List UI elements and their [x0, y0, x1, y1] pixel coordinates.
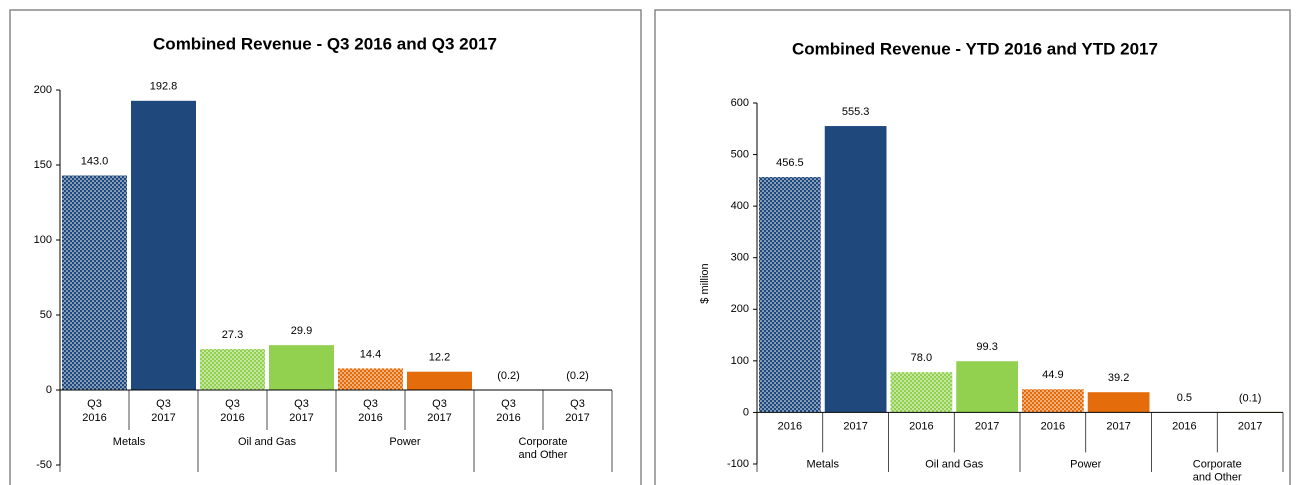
y-tick-label: 400 [731, 200, 749, 212]
x-tick-label: Q3 [156, 398, 171, 410]
bar [956, 361, 1018, 413]
x-tick-label: 2016 [496, 412, 520, 424]
x-tick-label: 2016 [1172, 420, 1196, 432]
y-tick-label: 200 [34, 84, 52, 96]
bar [200, 349, 265, 390]
value-label: 12.2 [429, 352, 450, 364]
panel [9, 9, 642, 485]
x-tick-label: 2016 [220, 412, 244, 424]
x-tick-label: Q3 [363, 398, 378, 410]
bar [131, 100, 196, 391]
y-tick-label: 500 [731, 148, 749, 160]
x-tick-label: 2017 [151, 412, 175, 424]
x-tick-label: 2016 [1041, 420, 1065, 432]
x-tick-label: 2017 [565, 412, 589, 424]
x-tick-label: Q3 [432, 398, 447, 410]
y-tick-label: 100 [34, 234, 52, 246]
y-tick-label: 600 [731, 97, 749, 109]
y-tick-label: 50 [40, 309, 52, 321]
bar [890, 372, 953, 413]
panel [654, 9, 1291, 485]
group-label: and Other [1193, 471, 1242, 483]
value-label: 39.2 [1108, 372, 1129, 384]
y-tick-label: 0 [46, 384, 52, 396]
group-label: Power [1070, 458, 1102, 470]
y-tick-label: -50 [36, 459, 52, 471]
chart-title: Combined Revenue - Q3 2016 and Q3 2017 [153, 34, 497, 53]
value-label: 0.5 [1177, 392, 1192, 404]
bar [407, 371, 472, 390]
y-tick-label: 150 [34, 159, 52, 171]
bar [269, 345, 334, 390]
y-axis-label: $ million [699, 263, 711, 303]
x-tick-label: Q3 [87, 398, 102, 410]
value-label: 143.0 [81, 155, 109, 167]
x-tick-label: 2017 [427, 412, 451, 424]
value-label: 192.8 [150, 81, 178, 93]
value-label: 44.9 [1042, 369, 1063, 381]
bar [62, 175, 127, 390]
x-tick-label: 2016 [358, 412, 382, 424]
value-label: (0.2) [566, 370, 589, 382]
value-label: 78.0 [911, 352, 932, 364]
value-label: (0.1) [1239, 392, 1262, 404]
x-tick-label: 2017 [289, 412, 313, 424]
x-tick-label: 2017 [1106, 420, 1130, 432]
bar [1022, 389, 1084, 413]
x-tick-label: 2017 [843, 420, 867, 432]
y-tick-label: -100 [727, 458, 749, 470]
y-tick-label: 200 [731, 303, 749, 315]
x-tick-label: 2016 [82, 412, 106, 424]
value-label: (0.2) [497, 370, 520, 382]
group-label: Metals [807, 458, 840, 470]
group-label: Power [389, 436, 421, 448]
group-label: Corporate [1193, 458, 1242, 470]
x-tick-label: 2017 [1238, 420, 1262, 432]
value-label: 555.3 [842, 106, 870, 118]
bar [824, 126, 887, 413]
value-label: 99.3 [976, 341, 997, 353]
y-tick-label: 300 [731, 252, 749, 264]
x-tick-label: 2016 [909, 420, 933, 432]
bar [338, 368, 403, 390]
value-label: 14.4 [360, 348, 381, 360]
group-label: Corporate [519, 436, 568, 448]
group-label: Oil and Gas [925, 458, 984, 470]
bar [1087, 392, 1150, 413]
x-tick-label: 2016 [778, 420, 802, 432]
group-label: Metals [113, 436, 146, 448]
x-tick-label: Q3 [225, 398, 240, 410]
value-label: 29.9 [291, 325, 312, 337]
x-tick-label: Q3 [501, 398, 516, 410]
x-tick-label: Q3 [294, 398, 309, 410]
x-tick-label: 2017 [975, 420, 999, 432]
x-tick-label: Q3 [570, 398, 585, 410]
group-label: and Other [519, 449, 568, 461]
bar [759, 177, 821, 413]
group-label: Oil and Gas [238, 436, 297, 448]
y-tick-label: 100 [731, 355, 749, 367]
value-label: 27.3 [222, 329, 243, 341]
value-label: 456.5 [776, 157, 804, 169]
chart-title: Combined Revenue - YTD 2016 and YTD 2017 [792, 39, 1158, 58]
y-tick-label: 0 [743, 406, 749, 418]
